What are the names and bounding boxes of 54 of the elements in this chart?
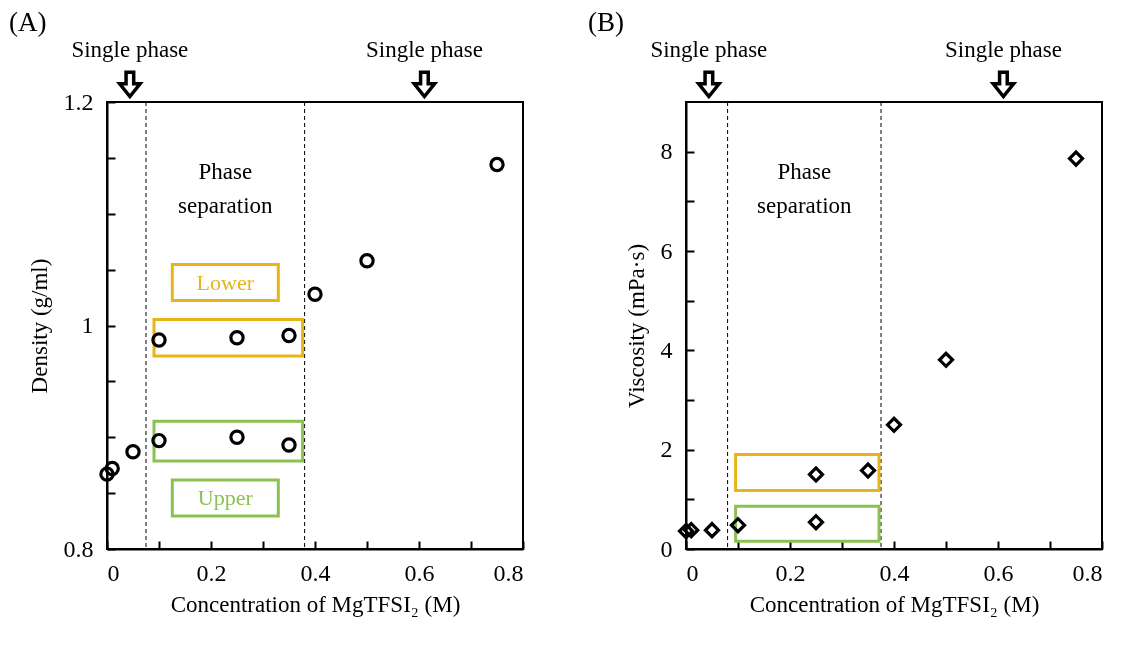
chart-title: (A): [9, 7, 47, 37]
y-axis-title: Density (g/ml): [26, 258, 52, 394]
y-tick-label: 2: [660, 436, 673, 463]
x-tick-label: 0.6: [404, 559, 435, 586]
point: [683, 522, 700, 539]
x-axis-title: Concentration of MgTFSI₂ (M): [170, 591, 461, 617]
point: [885, 416, 903, 433]
annotation: Phase separation: [757, 159, 853, 218]
chart-title: (B): [588, 7, 624, 37]
text: Single phase: [365, 37, 483, 62]
point: [151, 432, 167, 449]
y-tick-label: 0.8: [63, 535, 94, 562]
y-axis-title: Viscosity (mPa·s): [623, 243, 649, 409]
x-tick-label: 0.2: [775, 559, 806, 586]
point: [937, 351, 955, 368]
point: [807, 466, 825, 483]
x-tick-label: 0.4: [300, 559, 331, 586]
x-tick-label: 0.8: [1072, 559, 1103, 586]
point: [359, 252, 375, 269]
point: [125, 444, 141, 460]
x-tick-label: 0: [686, 559, 699, 586]
y-tick-label: 1: [81, 312, 94, 338]
point: [99, 466, 115, 482]
x-tick-label: 0.4: [879, 559, 910, 586]
y-tick-label: 4: [660, 336, 673, 363]
point: [307, 286, 323, 302]
annotation: Phase separation: [178, 159, 274, 218]
point: [729, 517, 747, 534]
y-tick-label: 8: [660, 138, 673, 165]
point: [281, 327, 297, 344]
point: [229, 429, 245, 445]
point: [229, 330, 245, 346]
text: Single phase: [71, 37, 189, 62]
point: [807, 514, 825, 531]
text: Single phase: [944, 37, 1062, 62]
text: Upper: [197, 485, 254, 511]
point: [677, 523, 695, 540]
point: [859, 462, 877, 479]
y-tick-label: 0: [660, 535, 673, 562]
x-tick-label: 0: [107, 559, 120, 586]
y-tick-label: 6: [660, 237, 673, 264]
point: [281, 437, 297, 453]
point: [703, 522, 721, 539]
series-label: Lower: [196, 269, 255, 295]
point: [104, 460, 120, 477]
x-tick-label: 0.8: [493, 559, 524, 586]
x-tick-label: 0.2: [196, 559, 227, 586]
point: [1067, 150, 1085, 167]
x-axis-title: Concentration of MgTFSI₂ (M): [749, 591, 1040, 617]
text: Single phase: [650, 37, 768, 62]
y-tick-label: 1.2: [63, 88, 94, 115]
x-tick-label: 0.6: [983, 559, 1014, 586]
point: [489, 156, 505, 173]
point: [151, 332, 167, 348]
